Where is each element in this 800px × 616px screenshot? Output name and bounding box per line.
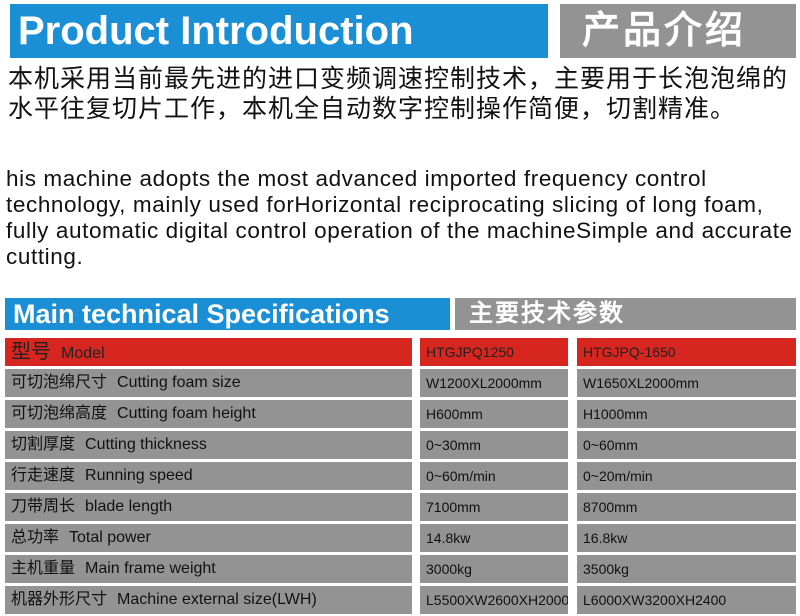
spec-value-1: H600mm (420, 400, 568, 428)
table-header-row: 型号 Model HTGJPQ1250 HTGJPQ-1650 (0, 338, 800, 366)
spec-label-en: Main frame weight (85, 560, 216, 577)
spec-label: 可切泡绵高度 Cutting foam height (5, 400, 412, 428)
spec-value-2: L6000XW3200XH2400 (577, 586, 796, 614)
spec-value-2: 3500kg (577, 555, 796, 583)
spec-value-2: 8700mm (577, 493, 796, 521)
table-row: 总功率 Total power 14.8kw 16.8kw (0, 524, 800, 552)
spec-value-2: H1000mm (577, 400, 796, 428)
spec-label: 主机重量 Main frame weight (5, 555, 412, 583)
spec-label-en: Cutting foam size (117, 374, 241, 391)
spec-label-zh: 机器外形尺寸 (11, 591, 108, 608)
table-row: 刀带周长 blade length 7100mm 8700mm (0, 493, 800, 521)
table-row: 可切泡绵尺寸 Cutting foam size W1200XL2000mm W165… (0, 369, 800, 397)
spec-label-en: Cutting foam height (117, 405, 256, 422)
specs-title-zh: 主要技术参数 (455, 298, 796, 330)
spec-value-1: HTGJPQ1250 (420, 338, 568, 366)
spec-label-en: Machine external size(LWH) (117, 591, 317, 608)
spec-value-1: 7100mm (420, 493, 568, 521)
spec-value-2: W1650XL2000mm (577, 369, 796, 397)
title-zh: 产品介绍 (560, 4, 796, 58)
spec-label-en: Model (61, 345, 105, 362)
table-row: 行走速度 Running speed 0~60m/min 0~20m/min (0, 462, 800, 490)
spec-label: 行走速度 Running speed (5, 462, 412, 490)
spec-label-zh: 行走速度 (11, 467, 76, 484)
table-row: 切割厚度 Cutting thickness 0~30mm 0~60mm (0, 431, 800, 459)
spec-label: 刀带周长 blade length (5, 493, 412, 521)
table-row: 可切泡绵高度 Cutting foam height H600mm H1000mm (0, 400, 800, 428)
spec-label-zh: 切割厚度 (11, 436, 76, 453)
spec-label-en: blade length (85, 498, 173, 515)
intro-en: his machine adopts the most advanced imp… (6, 166, 793, 269)
spec-label: 切割厚度 Cutting thickness (5, 431, 412, 459)
spec-label: 机器外形尺寸 Machine external size(LWH) (5, 586, 412, 614)
spec-label-zh: 刀带周长 (11, 498, 76, 515)
spec-value-2: 0~60mm (577, 431, 796, 459)
table-row: 机器外形尺寸 Machine external size(LWH) L5500XW2… (0, 586, 800, 614)
spec-value-1: 14.8kw (420, 524, 568, 552)
spec-label-en: Cutting thickness (85, 436, 207, 453)
title-en: Product Introduction (10, 4, 548, 58)
spec-label: 型号 Model (5, 338, 412, 366)
spec-value-2: 16.8kw (577, 524, 796, 552)
spec-label-en: Running speed (85, 467, 193, 484)
spec-value-1: 0~60m/min (420, 462, 568, 490)
specs-title-en: Main technical Specifications (5, 298, 450, 330)
table-row: 主机重量 Main frame weight 3000kg 3500kg (0, 555, 800, 583)
spec-value-1: L5500XW2600XH2000 (420, 586, 568, 614)
spec-value-1: 0~30mm (420, 431, 568, 459)
spec-value-1: 3000kg (420, 555, 568, 583)
intro-zh: 本机采用当前最先进的进口变频调速控制技术，主要用于长泡泡绵的水平往复切片工作，本… (8, 65, 789, 123)
spec-value-2: HTGJPQ-1650 (577, 338, 796, 366)
spec-value-2: 0~20m/min (577, 462, 796, 490)
spec-label: 总功率 Total power (5, 524, 412, 552)
spec-value-1: W1200XL2000mm (420, 369, 568, 397)
spec-label: 可切泡绵尺寸 Cutting foam size (5, 369, 412, 397)
spec-label-zh: 总功率 (11, 529, 60, 546)
spec-label-zh: 型号 (11, 341, 51, 363)
spec-label-zh: 可切泡绵尺寸 (11, 374, 108, 391)
spec-label-zh: 主机重量 (11, 560, 76, 577)
spec-label-zh: 可切泡绵高度 (11, 405, 108, 422)
spec-label-en: Total power (69, 529, 151, 546)
